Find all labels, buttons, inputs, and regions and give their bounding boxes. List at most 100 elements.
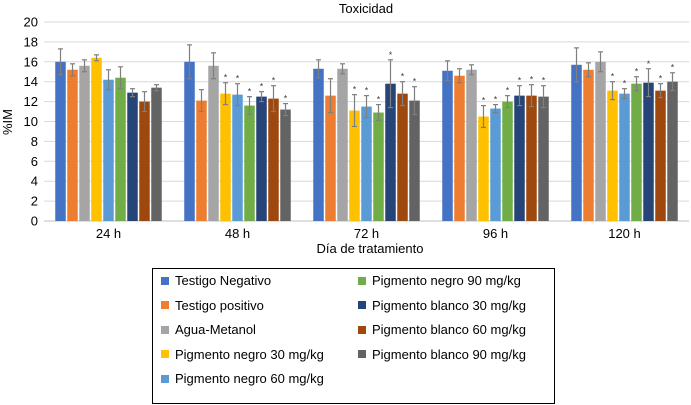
error-bar <box>388 59 393 109</box>
y-tick-label: 20 <box>24 15 38 30</box>
significance-marker: * <box>284 94 288 104</box>
error-bar <box>328 78 333 114</box>
error-bar <box>142 91 147 113</box>
error-bar <box>364 95 369 119</box>
bar <box>583 69 594 221</box>
bar <box>196 100 207 221</box>
y-tick-label: 18 <box>24 34 38 49</box>
bar <box>514 95 525 221</box>
error-bar <box>94 54 99 62</box>
significance-marker: * <box>506 86 510 96</box>
chart-legend: Testigo Negativo Testigo positivo Agua-Met… <box>152 268 555 404</box>
error-bar <box>154 84 159 92</box>
bar <box>643 82 654 221</box>
bar <box>385 83 396 221</box>
x-tick-label: 96 h <box>483 226 508 241</box>
y-tick-label: 2 <box>31 194 38 209</box>
bar <box>397 93 408 221</box>
legend-swatch <box>161 374 169 383</box>
bar <box>67 69 78 221</box>
legend-label: Pigmento negro 90 mg/kg <box>372 273 521 288</box>
legend-label: Pigmento blanco 60 mg/kg <box>372 322 526 337</box>
error-bar <box>622 88 627 100</box>
y-tick-label: 6 <box>31 154 38 169</box>
legend-swatch <box>161 350 169 358</box>
error-bar <box>247 96 252 116</box>
bar <box>373 112 384 221</box>
error-bar <box>199 89 204 113</box>
bar <box>337 68 348 221</box>
significance-marker: * <box>413 77 417 87</box>
bar <box>139 101 150 221</box>
legend-item: Pigmento negro 60 mg/kg <box>161 371 324 386</box>
legend-swatch <box>358 350 366 358</box>
error-bar <box>412 86 417 116</box>
legend-label: Pigmento blanco 90 mg/kg <box>372 346 526 362</box>
bar <box>55 61 66 221</box>
bar <box>409 100 420 221</box>
significance-marker: * <box>542 76 546 86</box>
y-tick-label: 14 <box>24 74 38 89</box>
bar <box>220 93 231 221</box>
x-axis-title: Día de tratamiento <box>317 241 424 256</box>
bar <box>115 77 126 221</box>
error-bar <box>610 81 615 101</box>
error-bar <box>541 85 546 109</box>
legend-swatch <box>358 301 366 309</box>
legend-swatch <box>358 276 366 285</box>
error-bar <box>634 76 639 92</box>
significance-marker: * <box>401 72 405 82</box>
significance-marker: * <box>623 79 627 89</box>
significance-marker: * <box>389 50 393 60</box>
significance-marker: * <box>482 96 486 106</box>
significance-marker: * <box>272 76 276 86</box>
bar <box>454 75 465 221</box>
bar <box>631 83 642 221</box>
error-bar <box>505 95 510 109</box>
y-tick-label: 16 <box>24 54 38 69</box>
error-bar <box>481 104 486 129</box>
x-tick-label: 120 h <box>608 226 641 241</box>
error-bar <box>340 63 345 75</box>
bar <box>595 61 606 221</box>
significance-marker: * <box>224 73 228 83</box>
error-bar <box>106 69 111 91</box>
x-tick-label: 48 h <box>225 226 250 241</box>
legend-item: Agua-Metanol <box>161 322 256 337</box>
bar <box>127 92 138 222</box>
bar <box>244 105 255 221</box>
significance-marker: * <box>659 74 663 84</box>
legend-item: Pigmento blanco 90 mg/kg <box>358 347 526 362</box>
significance-marker: * <box>365 86 369 96</box>
error-bar <box>598 51 603 73</box>
legend-item: Pigmento blanco 60 mg/kg <box>358 322 526 337</box>
x-tick-label: 24 h <box>96 226 121 241</box>
error-bar <box>445 60 450 82</box>
error-bar <box>586 62 591 78</box>
error-bar <box>493 103 498 114</box>
significance-marker: * <box>494 95 498 105</box>
error-bar <box>118 66 123 90</box>
legend-label: Testigo positivo <box>175 297 264 313</box>
error-bar <box>70 63 75 77</box>
bar <box>151 87 162 221</box>
error-bar <box>376 103 381 122</box>
error-bar <box>352 94 357 128</box>
error-bar <box>469 64 474 76</box>
error-bar <box>574 47 579 83</box>
bar <box>349 110 360 221</box>
error-bar <box>58 48 63 76</box>
error-bar <box>517 85 522 107</box>
bar <box>79 65 90 221</box>
bars <box>55 57 678 222</box>
significance-marker: * <box>248 87 252 97</box>
bar <box>502 101 513 221</box>
error-bars: * * * * * * * * * * * * * * * * * * * * * * * * <box>58 44 675 129</box>
legend-item: Testigo Negativo <box>161 273 271 288</box>
bar-chart: Toxicidad * * * * * * * * * * * * * * * * * * * * * * * * 0 2 4 6 8… <box>0 1 689 256</box>
legend-label: Testigo Negativo <box>175 273 272 288</box>
axes: 0 2 4 6 8 10 12 14 16 18 20 24 h 48 h 72 h 96 h 120 h <box>24 15 641 242</box>
x-tick-label: 72 h <box>354 226 379 241</box>
legend-item: Pigmento negro 30 mg/kg <box>161 347 324 362</box>
legend-swatch <box>161 325 169 334</box>
